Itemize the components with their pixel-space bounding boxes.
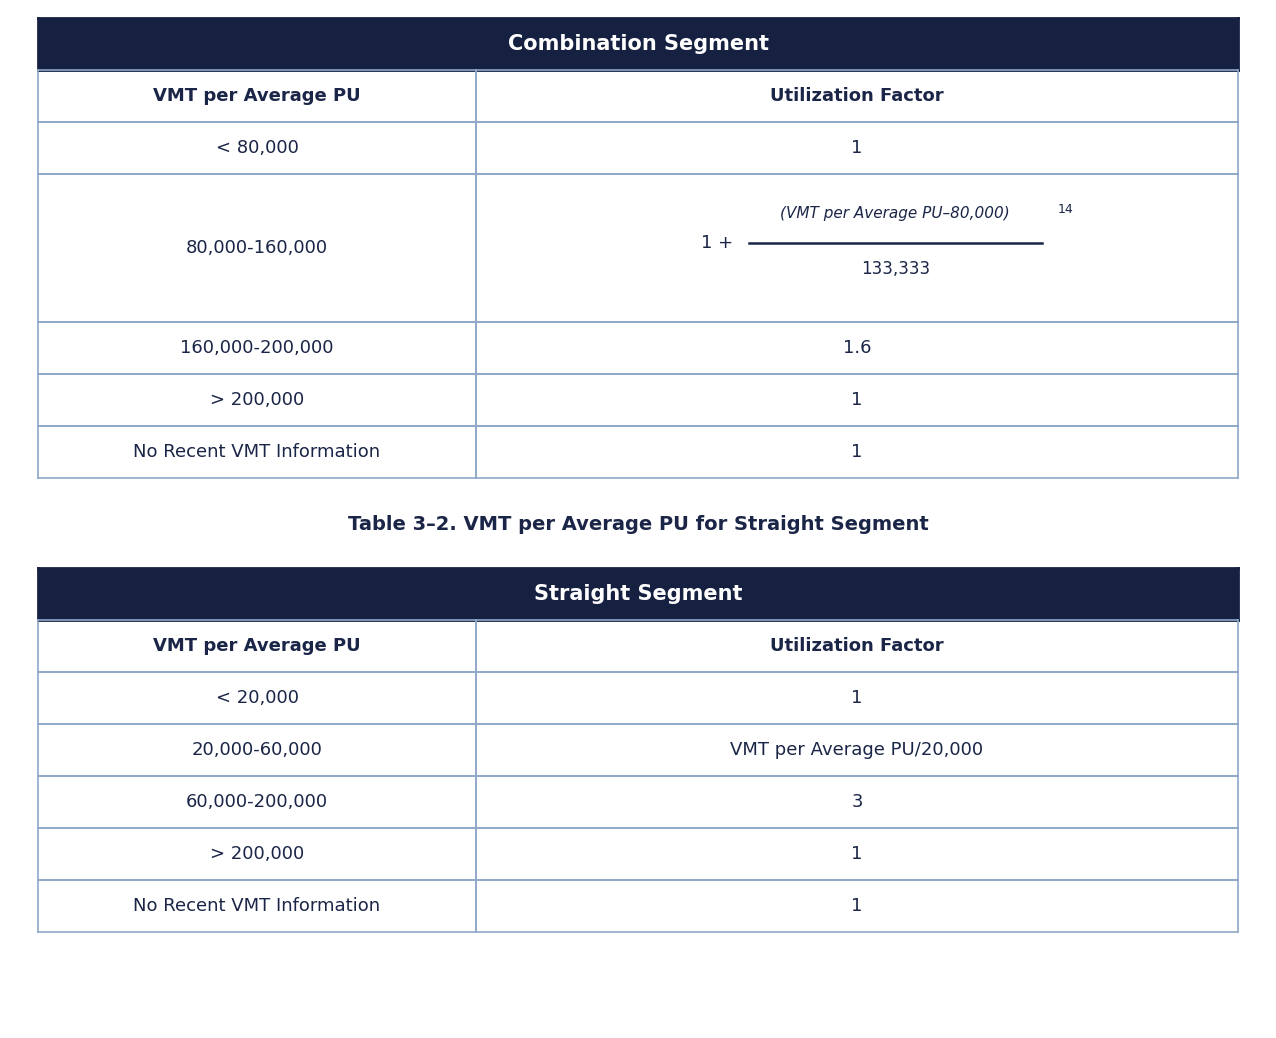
Text: Straight Segment: Straight Segment	[533, 584, 743, 604]
Text: 14: 14	[1058, 203, 1073, 216]
Bar	[476, 880, 1238, 932]
Bar	[38, 672, 476, 723]
Text: 20,000-60,000: 20,000-60,000	[191, 741, 323, 759]
Bar	[476, 776, 1238, 828]
Bar	[38, 374, 476, 426]
Text: 1: 1	[851, 845, 863, 863]
Bar	[38, 568, 1238, 620]
Text: < 80,000: < 80,000	[216, 139, 299, 157]
Text: > 200,000: > 200,000	[209, 391, 304, 409]
Bar	[476, 672, 1238, 723]
Text: VMT per Average PU/20,000: VMT per Average PU/20,000	[730, 741, 984, 759]
Text: 1: 1	[851, 139, 863, 157]
Bar	[38, 426, 476, 479]
Bar	[38, 174, 476, 322]
Text: 1.6: 1.6	[842, 339, 872, 357]
Bar	[38, 70, 476, 122]
Text: 60,000-200,000: 60,000-200,000	[186, 793, 328, 811]
Text: 1 +: 1 +	[701, 234, 734, 252]
Text: 1: 1	[851, 897, 863, 916]
Bar	[38, 18, 1238, 70]
Text: No Recent VMT Information: No Recent VMT Information	[134, 897, 380, 916]
Bar	[38, 723, 476, 776]
Text: < 20,000: < 20,000	[216, 689, 299, 707]
Bar	[38, 122, 476, 174]
Bar	[476, 174, 1238, 322]
Bar	[476, 374, 1238, 426]
Bar	[38, 620, 476, 672]
Text: VMT per Average PU: VMT per Average PU	[153, 87, 361, 105]
Text: Utilization Factor: Utilization Factor	[771, 87, 944, 105]
Bar	[476, 426, 1238, 479]
Text: > 200,000: > 200,000	[209, 845, 304, 863]
Text: (VMT per Average PU–80,000): (VMT per Average PU–80,000)	[781, 207, 1011, 221]
Text: 160,000-200,000: 160,000-200,000	[180, 339, 334, 357]
Bar	[38, 776, 476, 828]
Bar	[38, 880, 476, 932]
Bar	[38, 828, 476, 880]
Text: 80,000-160,000: 80,000-160,000	[186, 239, 328, 257]
Bar	[38, 322, 476, 374]
Bar	[476, 70, 1238, 122]
Text: 133,333: 133,333	[861, 260, 930, 278]
Text: Table 3–2. VMT per Average PU for Straight Segment: Table 3–2. VMT per Average PU for Straig…	[347, 516, 929, 535]
Text: 1: 1	[851, 443, 863, 461]
Bar	[476, 620, 1238, 672]
Text: Utilization Factor: Utilization Factor	[771, 637, 944, 655]
Text: No Recent VMT Information: No Recent VMT Information	[134, 443, 380, 461]
Bar	[476, 723, 1238, 776]
Bar	[476, 828, 1238, 880]
Text: Combination Segment: Combination Segment	[508, 34, 768, 54]
Text: VMT per Average PU: VMT per Average PU	[153, 637, 361, 655]
Text: 1: 1	[851, 689, 863, 707]
Bar	[476, 322, 1238, 374]
Bar	[476, 122, 1238, 174]
Text: 1: 1	[851, 391, 863, 409]
Text: 3: 3	[851, 793, 863, 811]
